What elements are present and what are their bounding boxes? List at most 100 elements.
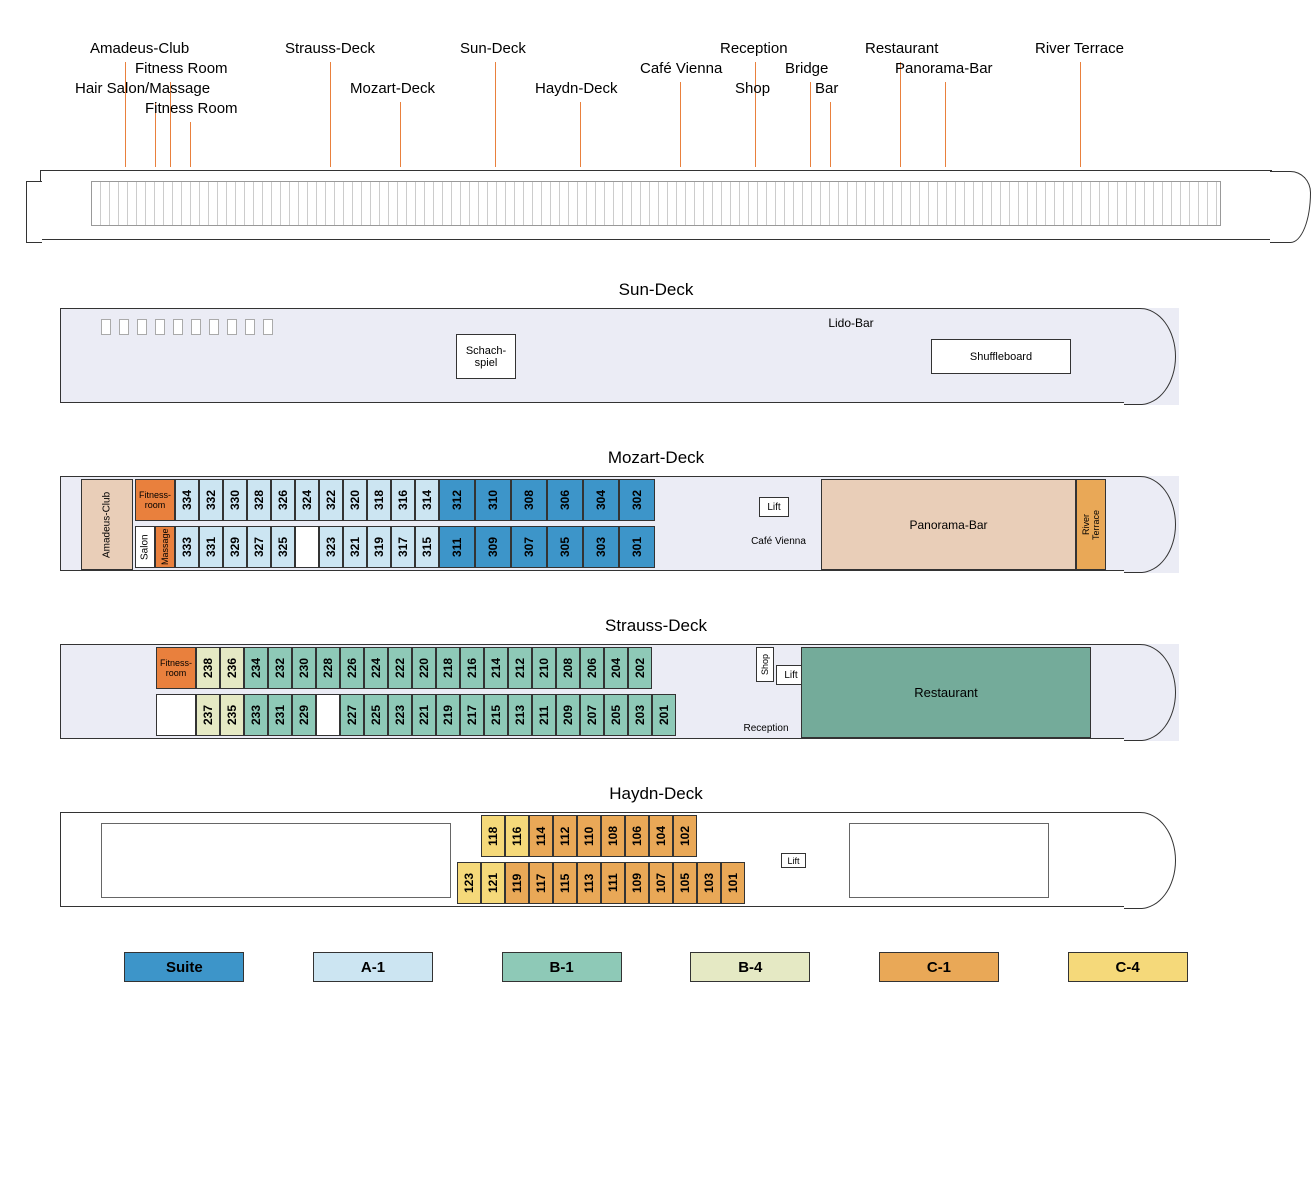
cabin: 203 bbox=[628, 694, 652, 736]
cabin: 102 bbox=[673, 815, 697, 857]
deck-area: Shuffleboard bbox=[931, 339, 1071, 374]
cabin: 229 bbox=[292, 694, 316, 736]
legend-item: A-1 bbox=[313, 952, 433, 982]
cabin: 312 bbox=[439, 479, 475, 521]
cabin: 235 bbox=[220, 694, 244, 736]
deck-area: Fitness- room bbox=[135, 479, 175, 521]
side-label: River Terrace bbox=[1035, 40, 1124, 57]
sun-deck: Sun-Deck Schach- spielLido-BarShuffleboa… bbox=[40, 280, 1272, 403]
side-label: Bar bbox=[815, 80, 838, 97]
cabin: 223 bbox=[388, 694, 412, 736]
side-label: Haydn-Deck bbox=[535, 80, 618, 97]
deck-area: Lift bbox=[781, 853, 806, 868]
cabin: 111 bbox=[601, 862, 625, 904]
deck-title: Mozart-Deck bbox=[40, 448, 1272, 468]
legend-item: C-1 bbox=[879, 952, 999, 982]
haydn-deck: Haydn-Deck 11811611411211010810610410212… bbox=[40, 784, 1272, 907]
cabin: 121 bbox=[481, 862, 505, 904]
ship-profile bbox=[40, 170, 1272, 240]
cabin: 101 bbox=[721, 862, 745, 904]
cabin: 112 bbox=[553, 815, 577, 857]
cabin: 108 bbox=[601, 815, 625, 857]
cabin: 215 bbox=[484, 694, 508, 736]
cabin: 105 bbox=[673, 862, 697, 904]
cabin: 213 bbox=[508, 694, 532, 736]
deck-area: Panorama-Bar bbox=[821, 479, 1076, 570]
cabin: 202 bbox=[628, 647, 652, 689]
side-label: Amadeus-Club bbox=[90, 40, 189, 57]
deck-area: Schach- spiel bbox=[456, 334, 516, 379]
cabin: 301 bbox=[619, 526, 655, 568]
cabin: 308 bbox=[511, 479, 547, 521]
cabin: 113 bbox=[577, 862, 601, 904]
legend-item: B-1 bbox=[502, 952, 622, 982]
cabin: 117 bbox=[529, 862, 553, 904]
cabin: 326 bbox=[271, 479, 295, 521]
deck-area: Lift bbox=[759, 497, 789, 517]
side-label: Café Vienna bbox=[640, 60, 722, 77]
cabin: 123 bbox=[457, 862, 481, 904]
cabin: 327 bbox=[247, 526, 271, 568]
side-label: Reception bbox=[720, 40, 788, 57]
cabin: 214 bbox=[484, 647, 508, 689]
cabin: 217 bbox=[460, 694, 484, 736]
cabin: 238 bbox=[196, 647, 220, 689]
cabin: 220 bbox=[412, 647, 436, 689]
deck-area: Salon bbox=[135, 526, 155, 568]
deck-area: Massage bbox=[155, 526, 175, 568]
legend-swatch: Suite bbox=[124, 952, 244, 982]
cabin: 227 bbox=[340, 694, 364, 736]
cabin: 303 bbox=[583, 526, 619, 568]
cabin: 318 bbox=[367, 479, 391, 521]
cabin: 209 bbox=[556, 694, 580, 736]
cabin: 210 bbox=[532, 647, 556, 689]
cabin: 233 bbox=[244, 694, 268, 736]
cabin: 310 bbox=[475, 479, 511, 521]
legend-swatch: A-1 bbox=[313, 952, 433, 982]
cabin: 309 bbox=[475, 526, 511, 568]
cabin: 236 bbox=[220, 647, 244, 689]
cabin: 114 bbox=[529, 815, 553, 857]
legend-item: Suite bbox=[124, 952, 244, 982]
cabin: 324 bbox=[295, 479, 319, 521]
cabin: 106 bbox=[625, 815, 649, 857]
strauss-deck: Strauss-Deck Fitness- room23823623423223… bbox=[40, 616, 1272, 739]
cabin: 305 bbox=[547, 526, 583, 568]
cabin: 304 bbox=[583, 479, 619, 521]
side-label: Fitness Room bbox=[135, 60, 228, 77]
deck-area: Reception bbox=[731, 720, 801, 736]
deck-area: Café Vienna bbox=[741, 532, 816, 550]
cabin: 222 bbox=[388, 647, 412, 689]
cabin: 107 bbox=[649, 862, 673, 904]
deck-area bbox=[156, 694, 196, 736]
cabin: 302 bbox=[619, 479, 655, 521]
legend-swatch: C-4 bbox=[1068, 952, 1188, 982]
cabin: 224 bbox=[364, 647, 388, 689]
legend-swatch: B-1 bbox=[502, 952, 622, 982]
cabin: 328 bbox=[247, 479, 271, 521]
cabin: 228 bbox=[316, 647, 340, 689]
cabin: 230 bbox=[292, 647, 316, 689]
cabin: 104 bbox=[649, 815, 673, 857]
cabin: 212 bbox=[508, 647, 532, 689]
cabin: 332 bbox=[199, 479, 223, 521]
cabin: 119 bbox=[505, 862, 529, 904]
cabin: 329 bbox=[223, 526, 247, 568]
cabin: 330 bbox=[223, 479, 247, 521]
cabin: 118 bbox=[481, 815, 505, 857]
deck-title: Sun-Deck bbox=[40, 280, 1272, 300]
legend-swatch: B-4 bbox=[690, 952, 810, 982]
cabin: 232 bbox=[268, 647, 292, 689]
cabin: 211 bbox=[532, 694, 556, 736]
cabin: 216 bbox=[460, 647, 484, 689]
cabin: 234 bbox=[244, 647, 268, 689]
cabin: 221 bbox=[412, 694, 436, 736]
side-label: Fitness Room bbox=[145, 100, 238, 117]
side-label: Shop bbox=[735, 80, 770, 97]
cabin: 208 bbox=[556, 647, 580, 689]
cabin: 319 bbox=[367, 526, 391, 568]
side-label: Sun-Deck bbox=[460, 40, 526, 57]
cabin: 201 bbox=[652, 694, 676, 736]
cabin: 315 bbox=[415, 526, 439, 568]
cabin: 219 bbox=[436, 694, 460, 736]
